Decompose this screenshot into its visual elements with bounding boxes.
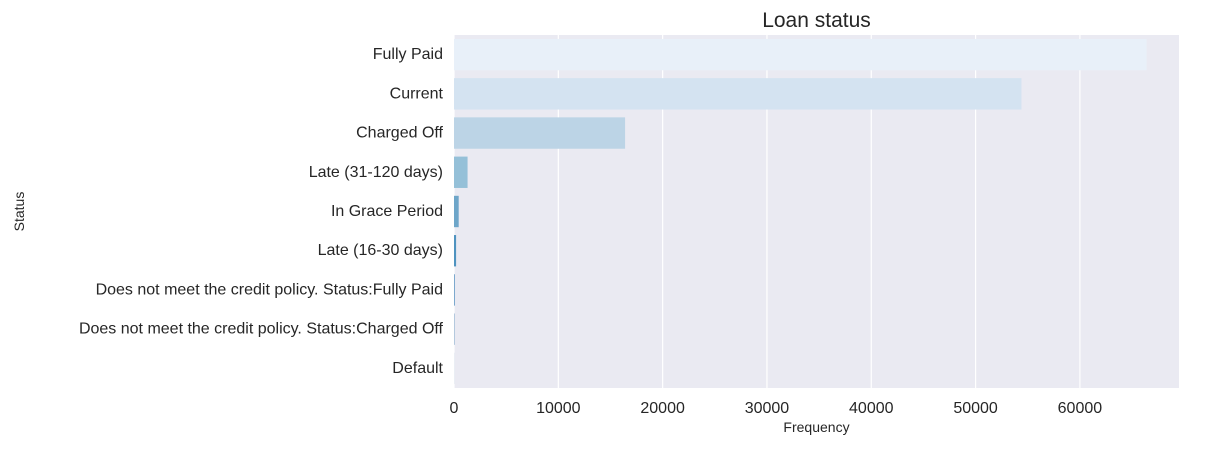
x-tick-label: 60000 — [1058, 400, 1103, 417]
bar — [454, 274, 455, 306]
y-tick-label: Does not meet the credit policy. Status:… — [96, 281, 443, 298]
y-tick-label: In Grace Period — [331, 203, 443, 220]
x-tick-label: 0 — [450, 400, 459, 417]
bar — [454, 195, 459, 228]
chart-title: Loan status — [762, 9, 871, 32]
y-tick-labels: Fully Paid Current Charged Off Late (31-120… — [79, 46, 444, 377]
bar — [454, 235, 457, 267]
bar — [454, 78, 1022, 110]
bar — [454, 38, 1147, 71]
bar — [454, 156, 468, 188]
x-tick-label: 50000 — [953, 400, 998, 417]
y-tick-label: Fully Paid — [373, 46, 443, 63]
y-tick-label: Default — [392, 360, 443, 377]
x-axis-title: Frequency — [783, 419, 849, 435]
y-tick-label: Late (16-30 days) — [318, 242, 443, 259]
x-tick-label: 20000 — [640, 400, 685, 417]
y-tick-label: Does not meet the credit policy. Status:… — [79, 321, 444, 338]
x-tick-label: 10000 — [536, 400, 581, 417]
bars — [454, 38, 1147, 385]
x-tick-label: 40000 — [849, 400, 894, 417]
y-tick-label: Current — [390, 85, 444, 102]
x-tick-label: 30000 — [745, 400, 790, 417]
bar — [454, 117, 626, 149]
y-axis-title: Status — [11, 192, 27, 232]
x-tick-labels: 0 10000 20000 30000 40000 50000 60000 — [450, 400, 1103, 417]
y-tick-label: Late (31-120 days) — [309, 164, 443, 181]
y-tick-label: Charged Off — [356, 125, 443, 142]
